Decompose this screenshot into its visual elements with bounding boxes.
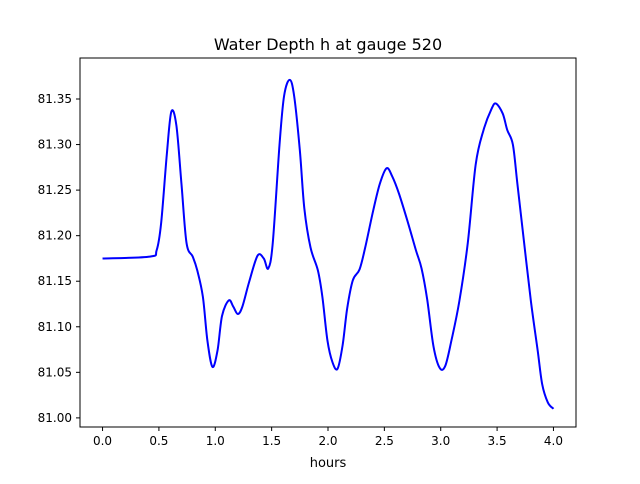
y-tick-label: 81.25 (38, 183, 72, 197)
x-tick-label: 2.0 (318, 434, 337, 448)
x-tick-label: 1.0 (206, 434, 225, 448)
x-axis-ticks: 0.0 0.5 1.0 1.5 2.0 2.5 3.0 3.5 4.0 (93, 427, 563, 448)
y-tick-label: 81.20 (38, 229, 72, 243)
y-tick-label: 81.35 (38, 92, 72, 106)
x-tick-label: 4.0 (544, 434, 563, 448)
x-tick-label: 2.5 (375, 434, 394, 448)
y-tick-label: 81.00 (38, 411, 72, 425)
y-tick-label: 81.15 (38, 274, 72, 288)
y-tick-label: 81.05 (38, 365, 72, 379)
x-tick-label: 0.0 (93, 434, 112, 448)
y-axis-ticks: 81.00 81.05 81.10 81.15 81.20 81.25 81.30 81.35 (38, 92, 80, 425)
y-tick-label: 81.10 (38, 320, 72, 334)
x-tick-label: 3.0 (431, 434, 450, 448)
series-line-h (102, 78, 555, 410)
chart-title: Water Depth h at gauge 520 (214, 35, 442, 54)
x-axis-label: hours (310, 456, 347, 471)
plot-area-frame (79, 57, 577, 428)
x-tick-label: 0.5 (149, 434, 168, 448)
x-tick-label: 3.5 (488, 434, 507, 448)
x-tick-label: 1.5 (262, 434, 281, 448)
y-tick-label: 81.30 (38, 138, 72, 152)
